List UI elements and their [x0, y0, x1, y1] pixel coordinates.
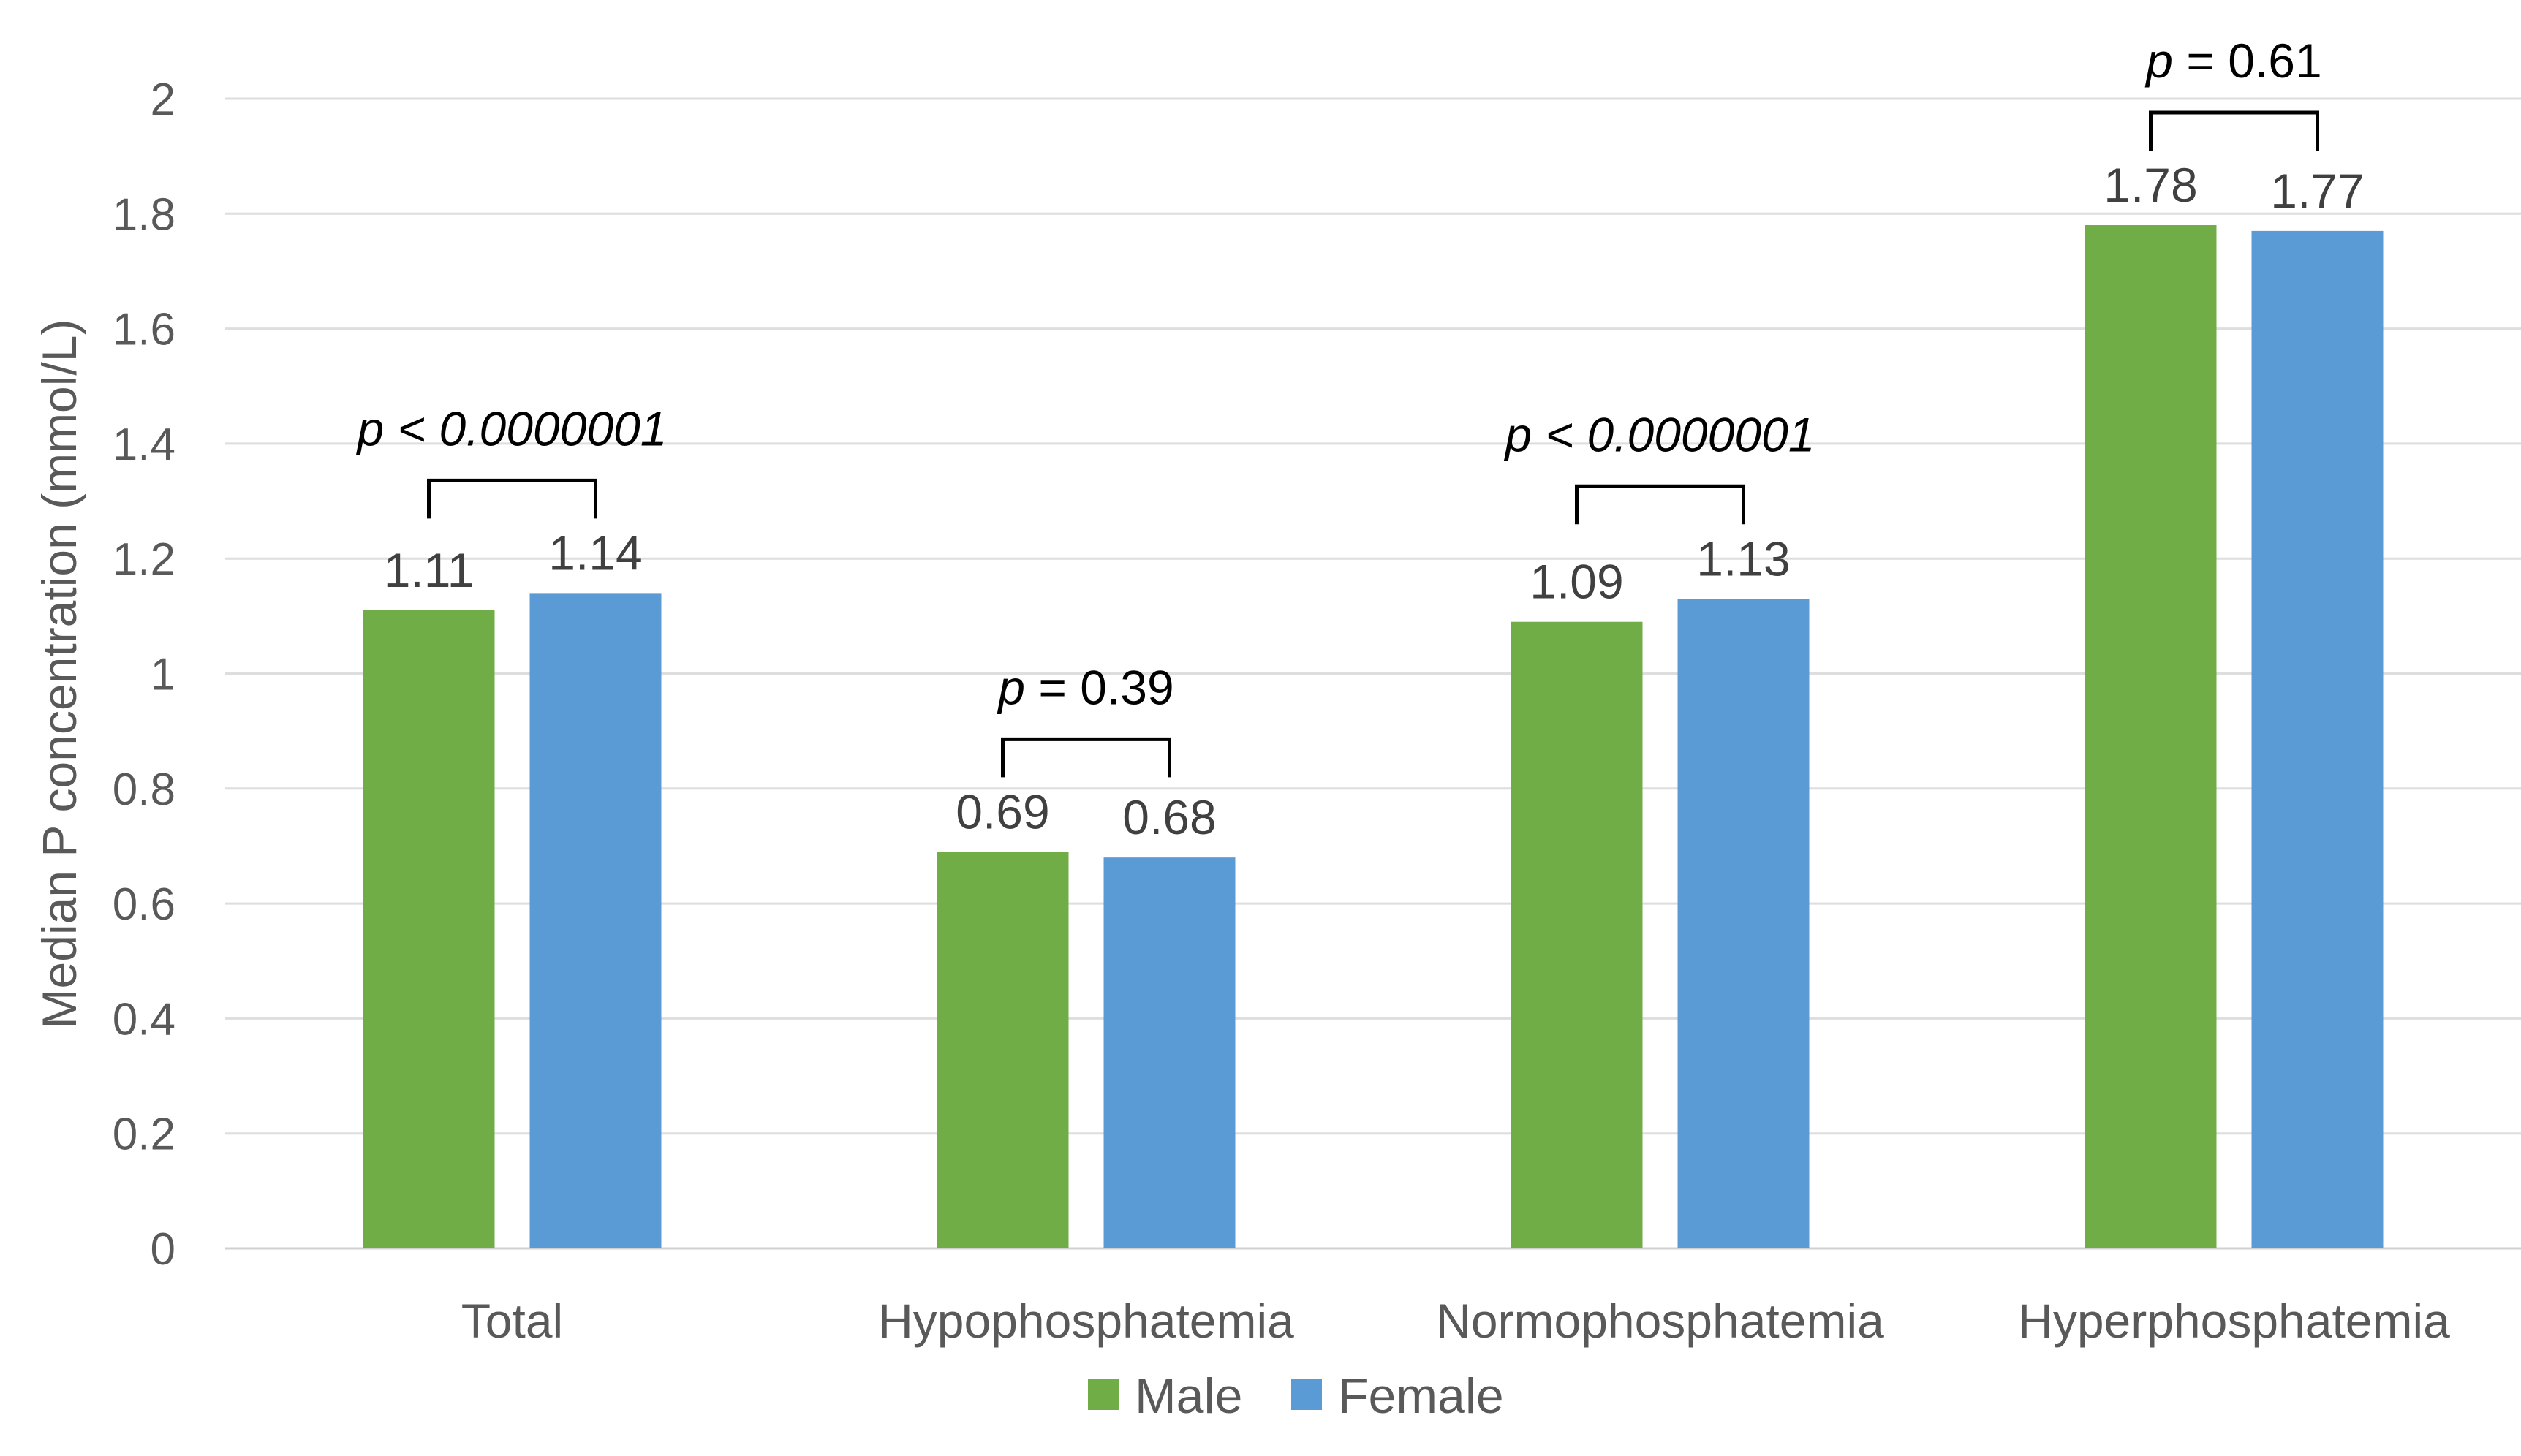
bar-male — [937, 852, 1069, 1248]
y-tick-label: 0.8 — [113, 765, 175, 815]
significance-bracket — [1575, 484, 1745, 525]
y-tick-label: 0 — [151, 1224, 175, 1275]
data-label: 1.14 — [548, 526, 642, 580]
y-tick-label: 2 — [151, 75, 175, 125]
legend-swatch-male — [1088, 1379, 1119, 1410]
y-tick-label: 1.8 — [113, 189, 175, 240]
p-value-annotation: p = 0.61 — [2144, 34, 2321, 88]
bar-female — [2251, 230, 2384, 1248]
category-label: Hypophosphatemia — [878, 1294, 1294, 1348]
p-value: < 0.0000001 — [384, 401, 667, 455]
y-tick-label: 0.4 — [113, 994, 175, 1044]
significance-bracket — [1001, 737, 1171, 778]
bar-female — [1103, 857, 1236, 1248]
y-tick-label: 1.4 — [113, 420, 175, 470]
legend-swatch-female — [1291, 1379, 1322, 1410]
y-axis-ticks: 0 0.2 0.4 0.6 0.8 1 1.2 1.4 1.6 1.8 2 — [113, 75, 175, 1275]
category-label: Hyperphosphatemia — [2018, 1294, 2450, 1348]
bar-female — [1677, 599, 1810, 1248]
bar-female — [529, 593, 662, 1248]
data-label: 1.77 — [2270, 164, 2364, 218]
y-tick-label: 1.6 — [113, 305, 175, 355]
bar-male — [2085, 225, 2217, 1248]
y-tick-label: 0.6 — [113, 879, 175, 930]
p-symbol: p — [997, 660, 1025, 714]
data-label: 0.68 — [1122, 790, 1216, 844]
bar-male — [363, 610, 495, 1248]
y-tick-label: 1 — [151, 650, 175, 700]
p-value-annotation: p < 0.0000001 — [356, 401, 668, 455]
p-value: < 0.0000001 — [1532, 407, 1815, 461]
category-label: Normophosphatemia — [1436, 1294, 1884, 1348]
p-value: = 0.39 — [1025, 660, 1174, 714]
y-tick-label: 1.2 — [113, 534, 175, 585]
p-symbol: p — [2144, 34, 2173, 88]
legend-label-male: Male — [1135, 1368, 1242, 1424]
data-label: 1.78 — [2104, 158, 2197, 212]
y-axis-label: Median P concentration (mmol/L) — [32, 319, 86, 1029]
p-value-annotation: p = 0.39 — [997, 660, 1173, 714]
bar-male — [1511, 621, 1643, 1248]
data-label: 1.09 — [1530, 555, 1623, 609]
data-label: 0.69 — [956, 784, 1049, 838]
bars — [363, 225, 2384, 1248]
category-label: Total — [461, 1294, 563, 1348]
p-symbol: p — [356, 401, 385, 455]
legend: Male Female — [1088, 1368, 1504, 1424]
x-axis-categories: Total Hypophosphatemia Normophosphatemia Hy… — [461, 1294, 2450, 1348]
legend-label-female: Female — [1338, 1368, 1504, 1424]
data-label: 1.13 — [1696, 531, 1790, 585]
data-label: 1.11 — [384, 543, 475, 597]
p-value-annotation: p < 0.0000001 — [1504, 407, 1815, 461]
significance-bracket — [427, 478, 597, 519]
y-tick-label: 0.2 — [113, 1110, 175, 1160]
significance-bracket — [2149, 110, 2319, 151]
p-value: = 0.61 — [2173, 34, 2322, 88]
p-symbol: p — [1504, 407, 1532, 461]
data-labels: 1.11 1.14 0.69 0.68 1.09 1.13 1.78 1.77 — [384, 158, 2365, 844]
